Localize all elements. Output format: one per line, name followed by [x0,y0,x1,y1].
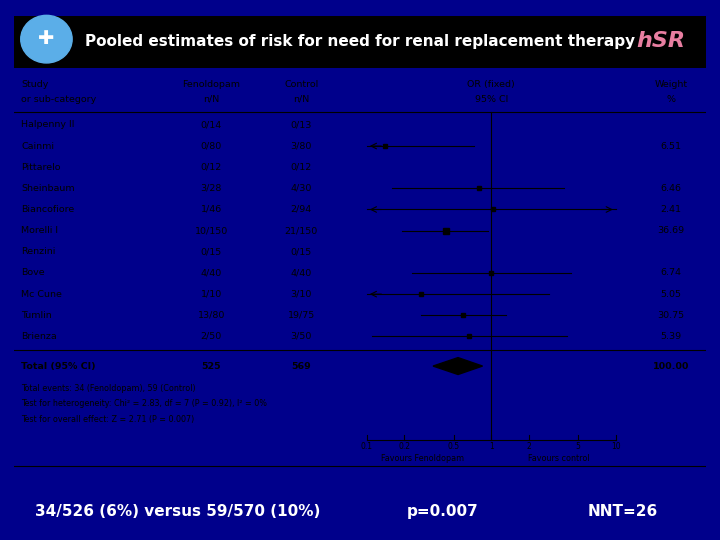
Text: 13/80: 13/80 [198,311,225,320]
Text: Test for overall effect: Z = 2.71 (P = 0.007): Test for overall effect: Z = 2.71 (P = 0… [22,415,194,423]
Text: Pooled estimates of risk for need for renal replacement therapy: Pooled estimates of risk for need for re… [85,35,635,49]
Text: 0.1: 0.1 [361,442,373,451]
Text: Control: Control [284,80,318,89]
Text: 4/30: 4/30 [291,184,312,193]
Text: n/N: n/N [203,94,220,104]
Text: 2.41: 2.41 [660,205,682,214]
Text: or sub-category: or sub-category [22,94,96,104]
Text: 0/13: 0/13 [291,120,312,130]
Text: Total (95% CI): Total (95% CI) [22,362,96,370]
Text: 0/12: 0/12 [201,163,222,172]
Text: 0/14: 0/14 [201,120,222,130]
Text: 36.69: 36.69 [657,226,685,235]
FancyBboxPatch shape [14,16,706,68]
Text: 21/150: 21/150 [284,226,318,235]
Text: %: % [667,94,675,104]
Text: 0.5: 0.5 [448,442,460,451]
Text: Sheinbaum: Sheinbaum [22,184,75,193]
Text: 5.05: 5.05 [660,289,682,299]
Text: Morelli I: Morelli I [22,226,58,235]
Circle shape [21,15,72,63]
Text: 100.00: 100.00 [653,362,689,370]
Text: Weight: Weight [654,80,688,89]
Text: Pittarelo: Pittarelo [22,163,60,172]
Text: Study: Study [22,80,49,89]
Text: 0.2: 0.2 [398,442,410,451]
Text: Halpenny II: Halpenny II [22,120,75,130]
Text: Favours control: Favours control [528,454,590,463]
Text: NNT=26: NNT=26 [588,504,658,519]
Text: 19/75: 19/75 [287,311,315,320]
Text: 6.46: 6.46 [660,184,682,193]
Text: 6.74: 6.74 [660,268,682,278]
Text: 95% CI: 95% CI [474,94,508,104]
Text: Test for heterogeneity: Chi² = 2.83, df = 7 (P = 0.92), I² = 0%: Test for heterogeneity: Chi² = 2.83, df … [22,399,267,408]
Text: Cainmi: Cainmi [22,141,54,151]
Text: 3/28: 3/28 [201,184,222,193]
Text: Biancofiore: Biancofiore [22,205,75,214]
Text: hSR: hSR [636,31,685,51]
Text: 0/12: 0/12 [291,163,312,172]
Text: 6.51: 6.51 [660,141,682,151]
Text: 1/10: 1/10 [201,289,222,299]
Text: 2/94: 2/94 [291,205,312,214]
Text: 5: 5 [576,442,581,451]
Polygon shape [433,357,482,375]
Text: Renzini: Renzini [22,247,55,256]
Text: 5.39: 5.39 [660,332,682,341]
Text: 2/50: 2/50 [201,332,222,341]
Text: Mc Cune: Mc Cune [22,289,62,299]
Text: 0/15: 0/15 [201,247,222,256]
Text: 3/50: 3/50 [291,332,312,341]
Text: 569: 569 [292,362,311,370]
Text: n/N: n/N [293,94,310,104]
Text: Fenoldopam: Fenoldopam [182,80,240,89]
Text: 0/80: 0/80 [201,141,222,151]
Text: 2: 2 [526,442,531,451]
Text: 30.75: 30.75 [657,311,685,320]
Text: 4/40: 4/40 [201,268,222,278]
Text: ✚: ✚ [38,29,55,48]
Text: 34/526 (6%) versus 59/570 (10%): 34/526 (6%) versus 59/570 (10%) [35,504,320,519]
Text: 1: 1 [489,442,494,451]
Text: 525: 525 [202,362,221,370]
Text: Favours Fenoldopam: Favours Fenoldopam [381,454,464,463]
Text: 1/46: 1/46 [201,205,222,214]
Text: 3/10: 3/10 [291,289,312,299]
Text: p=0.007: p=0.007 [407,504,479,519]
Text: 4/40: 4/40 [291,268,312,278]
Text: 3/80: 3/80 [291,141,312,151]
Text: Total events: 34 (Fenoldopam), 59 (Control): Total events: 34 (Fenoldopam), 59 (Contr… [22,384,196,393]
Text: Brienza: Brienza [22,332,57,341]
Text: 10/150: 10/150 [195,226,228,235]
Text: 0/15: 0/15 [291,247,312,256]
Text: OR (fixed): OR (fixed) [467,80,516,89]
Text: Tumlin: Tumlin [22,311,52,320]
Text: Bove: Bove [22,268,45,278]
Text: 10: 10 [611,442,621,451]
